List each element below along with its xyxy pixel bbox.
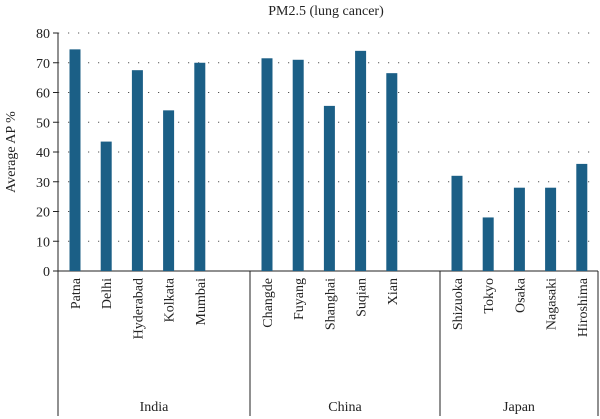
- y-tick-label: 50: [36, 116, 50, 131]
- y-tick-label: 80: [36, 27, 50, 42]
- bar: [100, 141, 112, 271]
- bar: [163, 110, 175, 271]
- bar: [131, 70, 143, 271]
- y-ticks: 0 10 20 30 40 50 60 70 80: [36, 27, 58, 280]
- bar: [451, 175, 463, 271]
- category-label: Nagasaki: [545, 278, 560, 330]
- bars: [69, 49, 588, 272]
- category-label: Shanghai: [323, 278, 338, 330]
- category-label: Delhi: [100, 278, 115, 309]
- category-label: Hyderabad: [131, 278, 146, 339]
- category-label: Suqian: [355, 278, 370, 317]
- bar: [482, 217, 494, 271]
- group-label: China: [328, 400, 362, 415]
- bar: [576, 163, 588, 271]
- group-label: Japan: [503, 400, 535, 415]
- category-label: Tokyo: [482, 278, 497, 314]
- y-tick-label: 30: [36, 176, 50, 191]
- y-tick-label: 10: [36, 235, 50, 250]
- category-label: Shizuoka: [451, 277, 466, 330]
- y-tick-label: 60: [36, 87, 50, 102]
- category-label: Xian: [386, 278, 401, 305]
- bar: [513, 187, 525, 271]
- category-label: Patna: [69, 277, 84, 309]
- bar: [194, 62, 206, 271]
- bar: [386, 73, 398, 271]
- y-axis-label: Average AP %: [4, 111, 19, 193]
- category-label: Hiroshima: [576, 277, 591, 337]
- group-label: India: [140, 400, 170, 415]
- category-label: Mumbai: [194, 278, 209, 326]
- y-tick-label: 0: [43, 265, 50, 280]
- y-tick-label: 40: [36, 146, 50, 161]
- category-label: Fuyang: [292, 278, 307, 320]
- bar: [261, 58, 273, 271]
- bar: [355, 50, 367, 271]
- y-tick-label: 20: [36, 206, 50, 221]
- bar: [292, 59, 304, 272]
- category-label: Osaka: [513, 277, 528, 313]
- bar: [323, 105, 335, 271]
- category-label: Changde: [261, 278, 276, 328]
- chart-title: PM2.5 (lung cancer): [268, 4, 384, 19]
- bar: [69, 49, 81, 271]
- group-labels: India China Japan: [140, 400, 535, 415]
- bar: [545, 187, 557, 271]
- category-label: Kolkata: [163, 277, 178, 322]
- y-tick-label: 70: [36, 57, 50, 72]
- category-labels: Patna Delhi Hyderabad Kolkata Mumbai Changde F…: [69, 277, 591, 339]
